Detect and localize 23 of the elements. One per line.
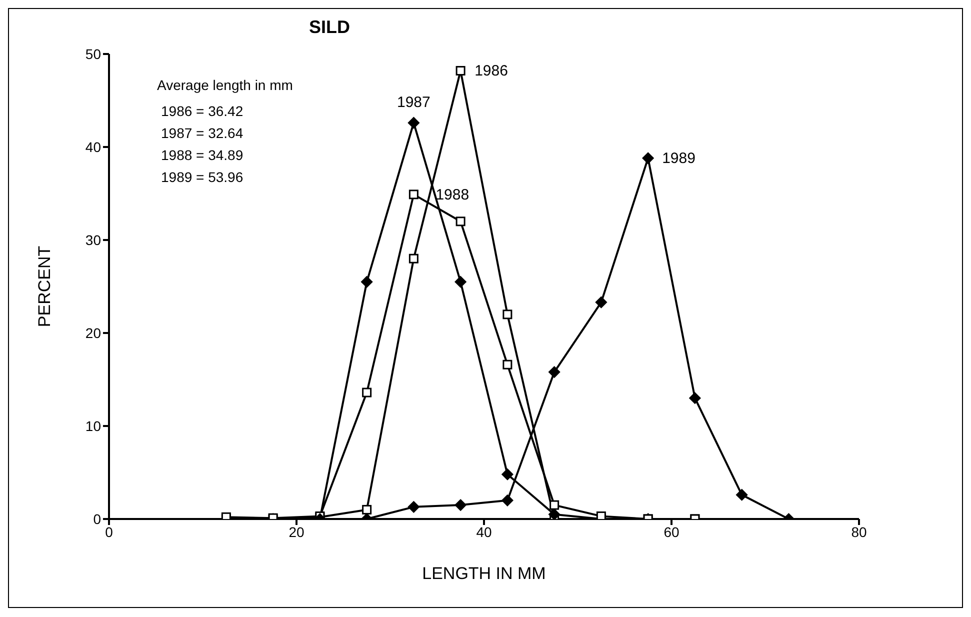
x-tick-label: 60	[664, 524, 680, 540]
series-label: 1987	[397, 94, 430, 111]
annotation: 1987 = 32.64	[161, 124, 244, 143]
y-tick-label: 40	[85, 138, 102, 155]
annotation: 1989 = 53.96	[161, 168, 244, 187]
chart-title: SILD	[309, 17, 350, 38]
x-tick-label: 20	[288, 524, 304, 540]
x-tick-label: 40	[476, 524, 492, 540]
series-label: 1989	[662, 150, 696, 168]
y-tick-label: 10	[85, 418, 102, 434]
annotation: 1988 = 34.89	[161, 146, 244, 165]
series-label: 1988	[436, 186, 470, 204]
y-tick-label: 20	[85, 324, 102, 341]
x-tick-label: 80	[851, 524, 867, 540]
y-tick-label: 0	[93, 510, 102, 527]
y-axis-title: PERCENT	[35, 246, 54, 328]
series-label: 1986	[474, 62, 508, 80]
x-axis-title: LENGTH IN MM	[422, 564, 546, 583]
x-tick-label: 0	[105, 524, 114, 540]
annotation: 1986 = 36.42	[161, 102, 244, 121]
y-tick-label: 50	[85, 46, 102, 62]
annotation: Average length in mm	[157, 76, 293, 95]
y-tick-label: 30	[85, 232, 102, 248]
